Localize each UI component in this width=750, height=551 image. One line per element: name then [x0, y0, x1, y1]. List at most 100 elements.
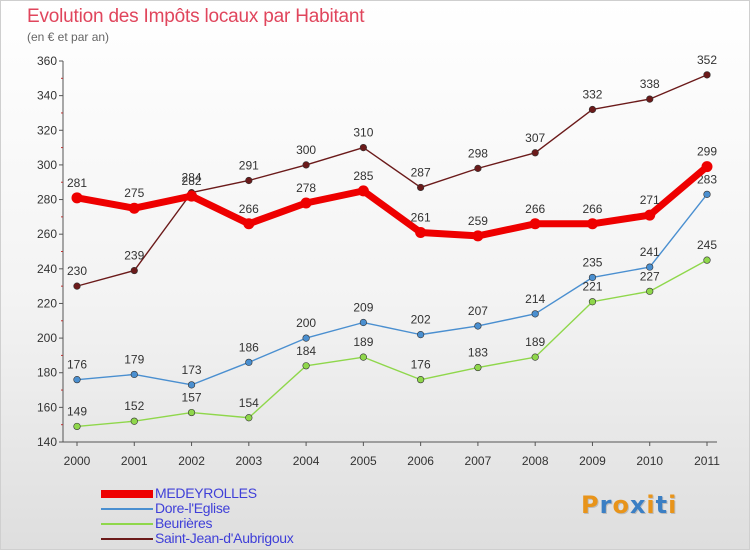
- data-label: 189: [353, 335, 373, 349]
- data-label: 352: [697, 53, 717, 67]
- data-point: [531, 310, 539, 318]
- legend-item: MEDEYROLLES: [101, 485, 361, 502]
- x-tick-label: 2009: [579, 454, 606, 468]
- data-label: 261: [411, 210, 431, 224]
- data-point: [588, 298, 597, 306]
- x-tick-label: 2004: [293, 454, 320, 468]
- data-label: 266: [525, 202, 545, 216]
- data-label: 154: [239, 396, 259, 410]
- data-point: [302, 334, 310, 342]
- data-point: [243, 218, 255, 230]
- data-point: [359, 318, 367, 327]
- data-point: [128, 202, 140, 214]
- data-label: 186: [239, 340, 259, 354]
- legend-label: Dore-l'Eglise: [155, 500, 231, 516]
- data-label: 202: [411, 313, 431, 327]
- data-label: 207: [468, 304, 488, 318]
- data-point: [646, 263, 654, 271]
- data-label: 259: [468, 214, 488, 228]
- legend-item: Saint-Jean-d'Aubrigoux: [101, 530, 361, 547]
- data-label: 266: [239, 202, 259, 216]
- data-point: [529, 218, 541, 230]
- data-label: 200: [296, 316, 316, 330]
- x-tick-label: 2007: [465, 454, 492, 468]
- data-label: 281: [67, 176, 87, 190]
- data-point: [588, 273, 597, 282]
- data-point: [417, 376, 425, 384]
- data-label: 149: [67, 404, 87, 418]
- data-label: 338: [640, 77, 660, 91]
- chart-subtitle: (en € et par an): [27, 30, 110, 44]
- data-label: 239: [124, 249, 144, 263]
- data-label: 287: [411, 165, 431, 179]
- logo-letter: x: [629, 491, 647, 519]
- y-tick-label: 240: [37, 262, 57, 276]
- data-label: 310: [353, 126, 373, 140]
- chart-title: Evolution des Impôts locaux par Habitant: [27, 6, 365, 27]
- x-tick-label: 2008: [522, 454, 549, 468]
- data-label: 152: [124, 399, 144, 413]
- data-label: 332: [582, 87, 602, 101]
- logo-letter: t: [655, 491, 669, 519]
- data-point: [71, 192, 83, 204]
- data-label: 291: [239, 158, 259, 172]
- x-tick-label: 2000: [64, 454, 91, 468]
- y-tick-label: 220: [37, 296, 57, 310]
- data-point: [531, 149, 539, 157]
- data-point: [245, 358, 253, 366]
- legend-item: Dore-l'Eglise: [101, 500, 361, 517]
- y-tick-label: 260: [37, 227, 57, 241]
- data-label: 184: [296, 344, 316, 358]
- data-label: 299: [697, 145, 717, 159]
- legend-swatch: [101, 508, 153, 510]
- proxiti-logo: Proxiti: [581, 491, 677, 519]
- legend-label: MEDEYROLLES: [155, 485, 257, 501]
- data-point: [474, 322, 482, 330]
- y-tick-label: 200: [37, 331, 57, 345]
- data-label: 227: [640, 269, 660, 283]
- x-tick-label: 2002: [178, 454, 205, 468]
- data-point: [472, 230, 484, 242]
- data-label: 179: [124, 352, 144, 366]
- data-point: [417, 331, 425, 339]
- y-tick-label: 300: [37, 158, 57, 172]
- series-line: [76, 193, 708, 386]
- data-point: [644, 209, 656, 221]
- data-label: 214: [525, 292, 545, 306]
- data-point: [703, 190, 711, 198]
- x-tick-label: 2010: [636, 454, 663, 468]
- y-tick-label: 320: [37, 123, 57, 137]
- data-label: 300: [296, 143, 316, 157]
- data-point: [245, 176, 253, 185]
- data-label: 283: [697, 172, 717, 186]
- data-label: 221: [582, 280, 602, 294]
- data-point: [415, 226, 427, 238]
- data-point: [187, 381, 196, 389]
- series-line: [76, 74, 708, 287]
- data-point: [130, 370, 138, 379]
- x-tick-label: 2001: [121, 454, 148, 468]
- data-label: 284: [182, 171, 202, 185]
- x-tick-label: 2003: [235, 454, 262, 468]
- series-line: [73, 163, 711, 240]
- data-point: [474, 363, 482, 372]
- data-label: 266: [582, 202, 602, 216]
- data-point: [588, 105, 597, 114]
- legend-label: Beurières: [155, 515, 213, 531]
- y-tick-label: 360: [37, 54, 57, 68]
- data-point: [703, 256, 711, 264]
- y-tick-label: 280: [37, 193, 57, 207]
- data-label: 298: [468, 146, 488, 160]
- series-line: [76, 259, 708, 428]
- logo-letter: i: [646, 491, 656, 519]
- legend-swatch: [101, 490, 153, 498]
- data-label: 282: [182, 174, 202, 188]
- data-label: 285: [353, 169, 373, 183]
- legend-label: Saint-Jean-d'Aubrigoux: [155, 530, 294, 546]
- data-point: [302, 161, 310, 169]
- data-point: [130, 417, 138, 425]
- data-label: 176: [411, 358, 431, 372]
- data-point: [300, 197, 312, 209]
- data-point: [646, 95, 654, 103]
